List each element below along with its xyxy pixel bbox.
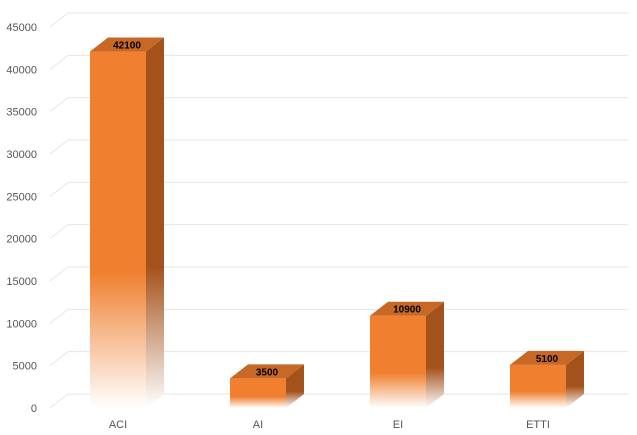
y-tick-label: 15000 <box>6 276 37 288</box>
y-tick-label: 25000 <box>6 191 37 203</box>
bar-side-face <box>566 350 584 408</box>
bar-front-face <box>370 315 426 408</box>
gridline <box>49 224 628 240</box>
data-label: 10900 <box>393 305 421 316</box>
bar-ei <box>370 301 444 408</box>
category-label: EI <box>393 419 403 431</box>
y-tick-label: 45000 <box>6 22 37 34</box>
y-tick-label: 10000 <box>6 318 37 330</box>
bar-top-face <box>510 350 584 365</box>
bar-top-face <box>90 37 164 52</box>
data-label: 3500 <box>256 367 279 378</box>
data-label: 5100 <box>536 354 559 365</box>
y-tick-label: 20000 <box>6 234 37 246</box>
data-label: 42100 <box>113 41 141 52</box>
bar-front-face <box>90 51 146 408</box>
bar-side-face <box>146 37 164 408</box>
gridline <box>49 12 628 28</box>
bar-etti <box>510 350 584 408</box>
category-label: AI <box>253 419 263 431</box>
y-tick-label: 40000 <box>6 64 37 76</box>
category-label: ACI <box>109 419 127 431</box>
bar-side-face <box>286 364 304 408</box>
bar-side-face <box>426 301 444 408</box>
y-tick-label: 0 <box>31 403 37 415</box>
data-labels: 42100 3500 10900 5100 <box>113 41 558 379</box>
gridline <box>49 139 628 155</box>
bars <box>90 37 584 408</box>
y-tick-label: 35000 <box>6 107 37 119</box>
gridline <box>49 181 628 197</box>
gridlines <box>49 12 628 409</box>
bar-top-face <box>230 364 304 379</box>
bar-front-face <box>510 364 566 408</box>
y-tick-label: 5000 <box>13 361 37 373</box>
category-label: ETTI <box>526 419 550 431</box>
bar-front-face <box>230 378 286 408</box>
y-tick-label: 30000 <box>6 149 37 161</box>
x-axis-category-labels: ACI AI EI ETTI <box>109 419 550 431</box>
gridline <box>49 54 628 70</box>
gridline <box>49 266 628 282</box>
bar-ai <box>230 364 304 408</box>
bar-top-face <box>370 301 444 316</box>
y-axis-tick-labels: 0 5000 10000 15000 20000 25000 30000 35000 40000… <box>6 22 37 415</box>
gridline <box>49 97 628 113</box>
bar-aci <box>90 37 164 408</box>
